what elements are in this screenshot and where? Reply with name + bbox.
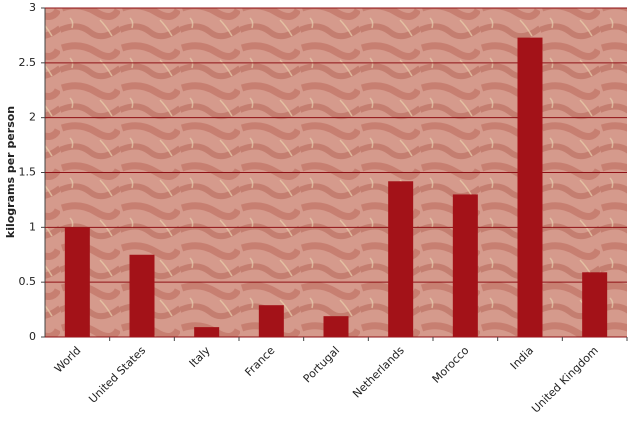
bar [258, 305, 284, 337]
y-tick-label: 3 [29, 1, 36, 14]
bar [517, 37, 543, 338]
bar [129, 254, 155, 337]
y-tick-label: 2.5 [19, 56, 37, 69]
x-tick-label: France [242, 344, 277, 379]
bar [582, 272, 608, 337]
x-tick-label: Italy [187, 344, 213, 370]
x-tick-label: Portugal [301, 344, 342, 385]
y-tick-label: 1.5 [19, 166, 37, 179]
x-tick-label: United States [86, 344, 148, 406]
y-axis-label: kilograms per person [4, 106, 17, 238]
bar [194, 327, 220, 337]
y-tick-label: 0 [29, 330, 36, 343]
x-tick-label: World [52, 344, 83, 375]
y-tick-label: 2 [29, 111, 36, 124]
x-tick-label: Netherlands [350, 344, 407, 401]
y-tick-label: 1 [29, 220, 36, 233]
x-tick-label: United Kingdom [529, 344, 601, 416]
y-tick-label: 0.5 [19, 275, 37, 288]
bar [388, 181, 414, 337]
bar [64, 227, 90, 337]
bar [452, 194, 478, 337]
x-tick-label: Morocco [430, 344, 472, 386]
bar [323, 316, 349, 337]
x-tick-label: India [508, 344, 536, 372]
